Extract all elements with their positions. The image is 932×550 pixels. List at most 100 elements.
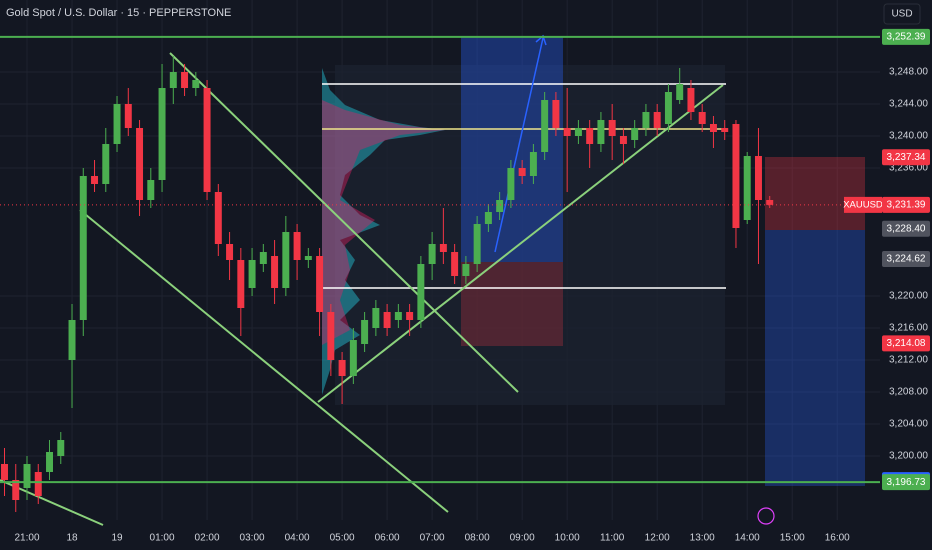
candle-body xyxy=(124,104,132,128)
candle-body xyxy=(709,124,717,132)
candle-body xyxy=(676,84,684,100)
projection-arrow xyxy=(494,37,544,253)
price-tag-label: 3,196.73 xyxy=(887,477,926,488)
candle-body xyxy=(361,320,369,344)
price-tag xyxy=(882,28,930,45)
x-tick-label: 19 xyxy=(111,533,123,544)
candle-body xyxy=(754,156,762,200)
candle-body xyxy=(631,128,639,140)
candle-body xyxy=(237,260,245,308)
candle-body xyxy=(271,256,279,288)
price-lines xyxy=(0,35,880,484)
candle-body xyxy=(293,232,301,260)
y-tick-label: 3,200.00 xyxy=(889,451,928,462)
price-tag xyxy=(882,474,930,491)
long-stop-zone xyxy=(461,262,563,346)
x-tick-label: 02:00 xyxy=(195,533,220,544)
candle-body xyxy=(608,120,616,136)
candle-body xyxy=(507,168,515,200)
candle-body xyxy=(406,312,414,320)
y-tick-label: 3,204.00 xyxy=(889,419,928,430)
candles xyxy=(1,56,774,512)
symbol-label: XAUUSD xyxy=(843,199,883,210)
candle-body xyxy=(732,124,740,228)
x-tick-label: 21:00 xyxy=(14,533,39,544)
y-tick-label: 3,236.00 xyxy=(889,163,928,174)
candle-body xyxy=(541,100,549,152)
candle-body xyxy=(518,168,526,176)
candle-body xyxy=(79,176,87,320)
candle-body xyxy=(12,480,20,500)
candle-body xyxy=(529,152,537,176)
x-tick-label: 04:00 xyxy=(285,533,310,544)
x-tick-label: 08:00 xyxy=(465,533,490,544)
currency-button[interactable] xyxy=(883,3,921,25)
candle-body xyxy=(642,112,650,128)
symbol-tag xyxy=(844,196,882,213)
candle-body xyxy=(383,312,391,328)
y-tick-label: 3,248.00 xyxy=(889,67,928,78)
currency[interactable]: USD xyxy=(891,9,912,20)
price-tag xyxy=(882,335,930,352)
candle-body xyxy=(57,440,65,456)
candle-body xyxy=(1,464,8,480)
candle-body xyxy=(203,88,211,192)
candle-body xyxy=(226,244,234,260)
price-tag-label: 3,228.40 xyxy=(887,223,926,234)
price-tag xyxy=(882,196,930,213)
x-tick-label: 14:00 xyxy=(735,533,760,544)
x-tick-label: 12:00 xyxy=(645,533,670,544)
price-tag xyxy=(882,251,930,268)
candle-body xyxy=(552,100,560,128)
trend-line xyxy=(317,84,724,403)
candle-body xyxy=(338,360,346,376)
y-tick-label: 3,212.00 xyxy=(889,355,928,366)
price-tag-label: 3,214.08 xyxy=(887,338,926,349)
candle-body xyxy=(259,252,267,264)
y-tick-label: 3,240.00 xyxy=(889,131,928,142)
price-tag-label: 3,231.39 xyxy=(887,200,926,211)
candle-body xyxy=(394,312,402,320)
event-icon xyxy=(757,507,775,525)
candle-body xyxy=(766,200,774,205)
x-tick-label: 03:00 xyxy=(240,533,265,544)
candle-body xyxy=(597,120,605,144)
y-tick-label: 3,244.00 xyxy=(889,99,928,110)
candle-body xyxy=(428,244,436,264)
y-tick-label: 3,216.00 xyxy=(889,323,928,334)
candle-body xyxy=(372,308,380,328)
x-tick-label: 09:00 xyxy=(510,533,535,544)
x-tick-label: 06:00 xyxy=(375,533,400,544)
volume-profile xyxy=(322,68,445,395)
price-tag xyxy=(882,149,930,166)
candle-body xyxy=(181,72,189,88)
candle-body xyxy=(563,128,571,136)
candle-body xyxy=(574,128,582,136)
candle-body xyxy=(147,180,155,200)
candle-body xyxy=(664,92,672,124)
candle-body xyxy=(462,264,470,276)
candle-body xyxy=(136,128,144,200)
candle-body xyxy=(743,156,751,220)
candle-body xyxy=(23,464,31,488)
candle-body xyxy=(687,88,695,112)
price-tag-label: 3,237.34 xyxy=(887,152,926,163)
x-tick-label: 16:00 xyxy=(825,533,850,544)
candle-body xyxy=(46,452,54,472)
drawings xyxy=(0,34,865,526)
x-tick-label: 07:00 xyxy=(420,533,445,544)
candle-body xyxy=(439,244,447,252)
candle-body xyxy=(192,80,200,88)
short-target-zone xyxy=(765,230,865,486)
volume-profile-sell xyxy=(322,100,445,345)
axes: 3,248.00 3,244.00 3,240.00 3,236.00 3,220.00… xyxy=(14,28,930,544)
candle-body xyxy=(304,256,312,260)
x-tick-label: 15:00 xyxy=(780,533,805,544)
candle-body xyxy=(34,472,42,496)
price-tag-label: 3,252.39 xyxy=(887,32,926,43)
x-tick-label: 18 xyxy=(66,533,78,544)
short-stop-zone xyxy=(765,157,865,230)
x-tick-label: 13:00 xyxy=(690,533,715,544)
candle-body xyxy=(327,312,335,360)
x-tick-label: 10:00 xyxy=(555,533,580,544)
